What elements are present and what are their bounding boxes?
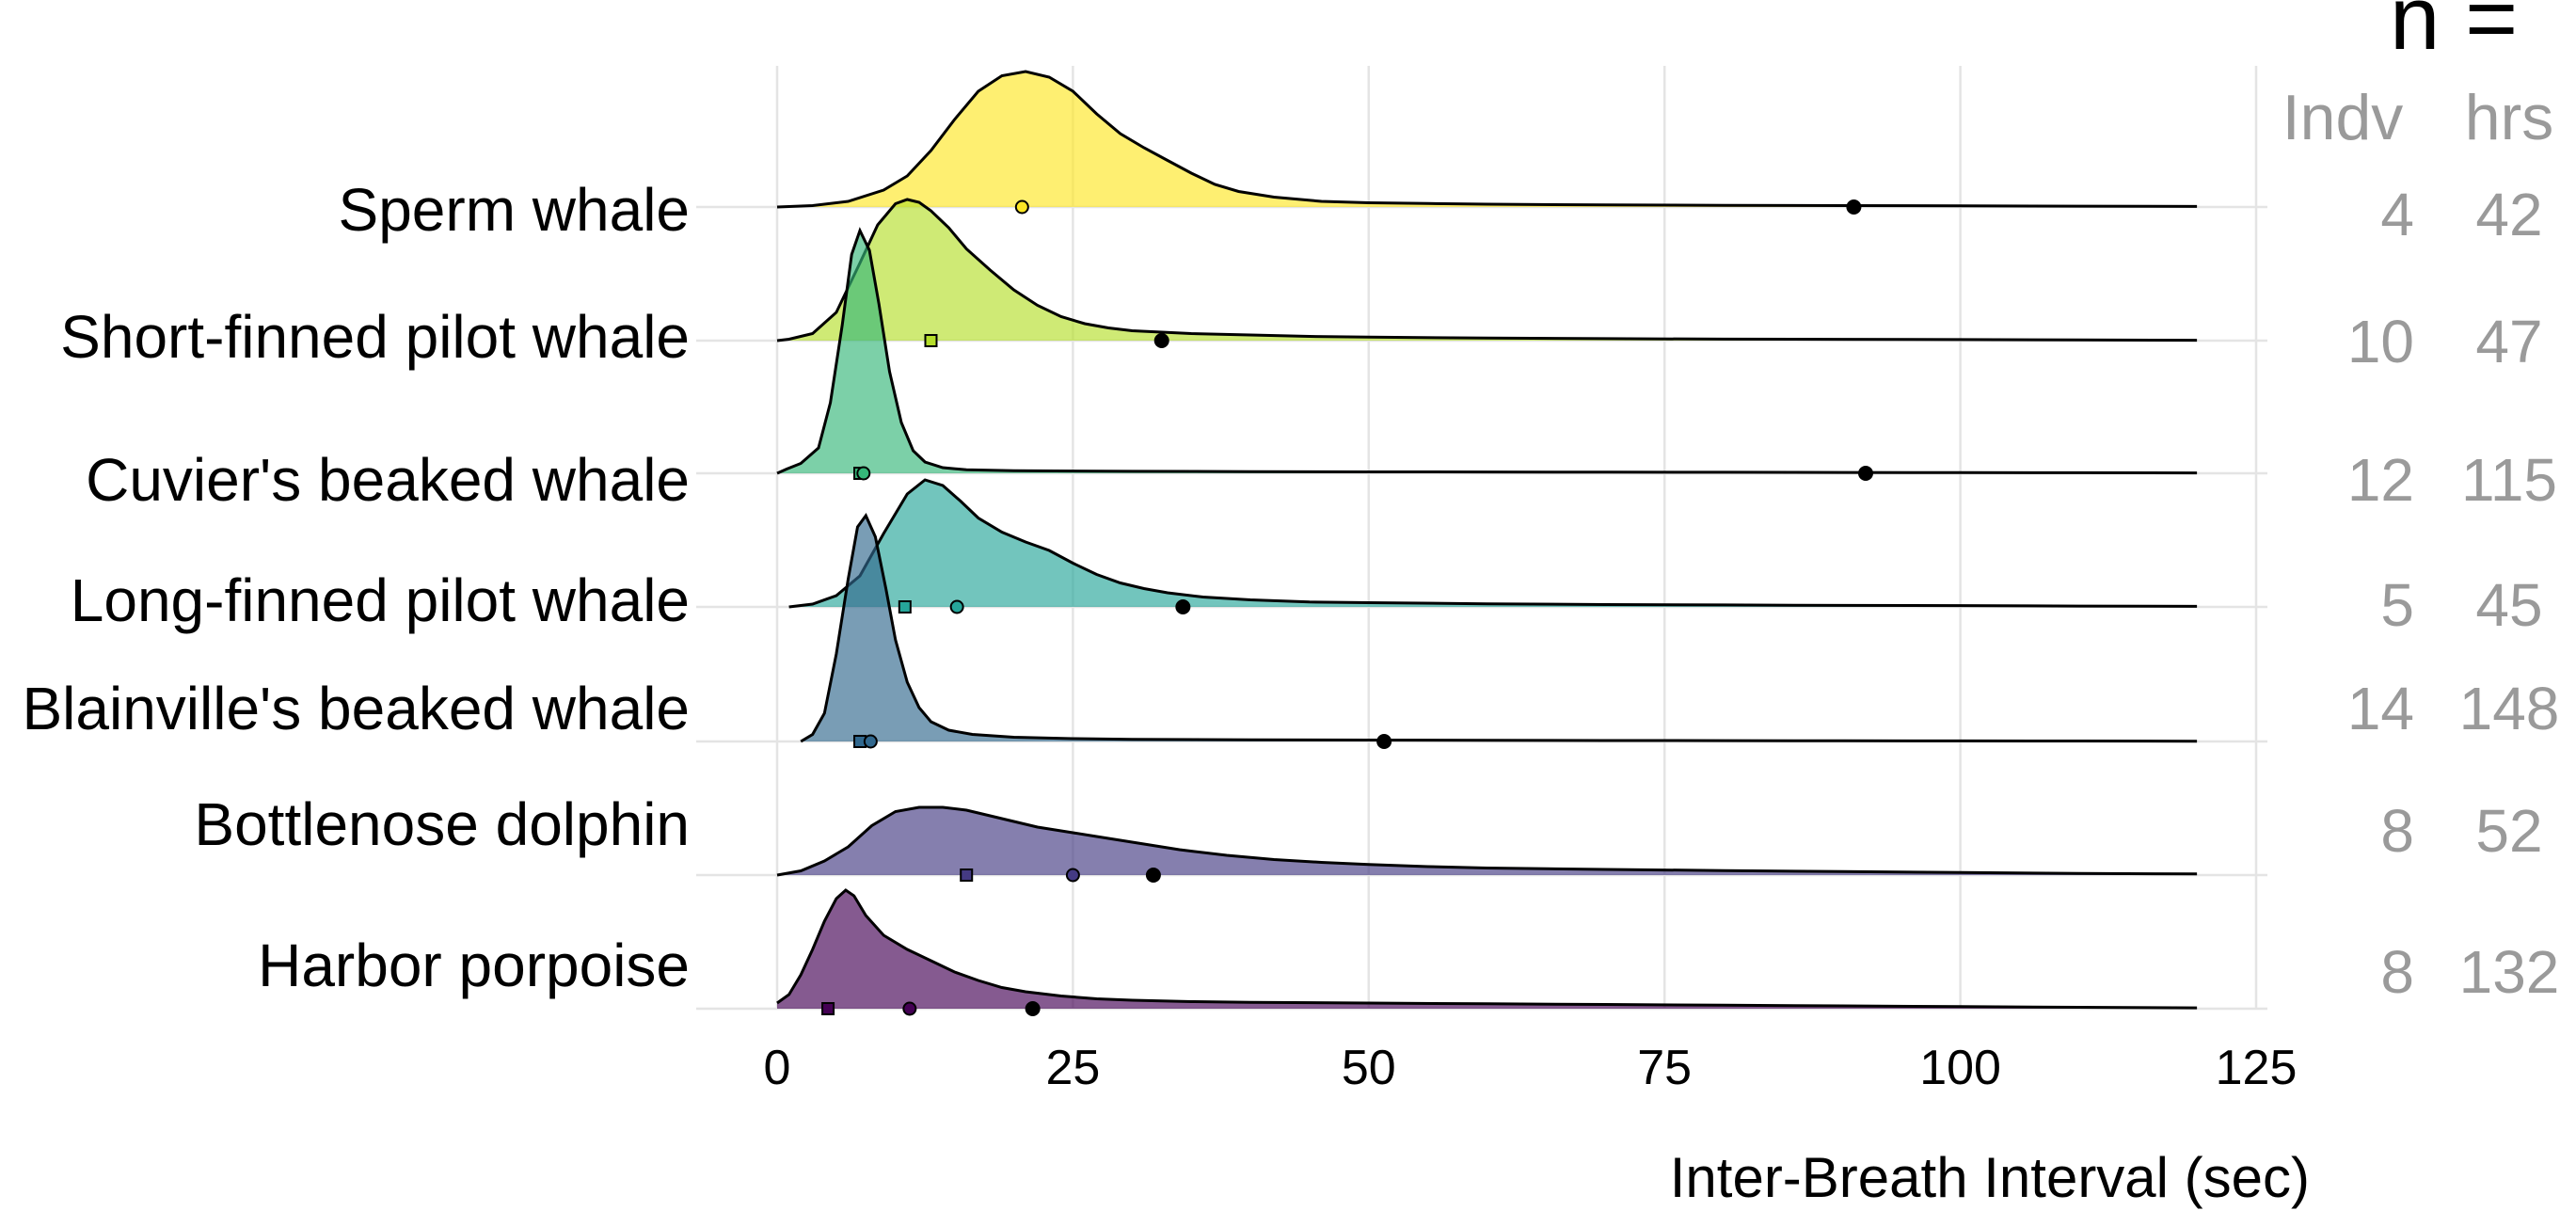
filled-circle-marker <box>1846 199 1862 215</box>
density-outline <box>800 513 2198 743</box>
ridge-1 <box>776 198 2198 348</box>
hours-count: 52 <box>2475 797 2542 865</box>
species-label: Blainville's beaked whale <box>22 675 690 742</box>
x-tick-label: 0 <box>764 1041 791 1095</box>
sample-size-table: 4 42 10 47 12 115 5 45 14 148 8 52 8 132 <box>2347 181 2560 1006</box>
species-label: Short-finned pilot whale <box>60 303 690 371</box>
ridge-2 <box>776 227 2198 481</box>
x-axis-title: Inter-Breath Interval (sec) <box>1670 1146 2310 1209</box>
filled-circle-marker <box>1153 333 1169 348</box>
density-fill <box>777 807 2198 875</box>
species-label: Sperm whale <box>339 176 691 244</box>
open-circle-marker <box>863 734 878 749</box>
open-circle-marker <box>949 599 964 614</box>
indv-count: 10 <box>2347 308 2414 375</box>
indv-count: 14 <box>2347 675 2414 742</box>
indv-count: 5 <box>2380 571 2414 639</box>
filled-circle-marker <box>1376 734 1392 749</box>
indv-column-header: Indv <box>2282 82 2404 153</box>
hours-count: 42 <box>2475 181 2542 248</box>
median-square-marker <box>898 600 912 613</box>
density-fill <box>777 890 2198 1009</box>
density-fill <box>777 199 2198 341</box>
density-fill <box>777 231 2198 473</box>
open-circle-marker <box>902 1001 917 1016</box>
species-label: Long-finned pilot whale <box>71 566 690 634</box>
ridge-5 <box>776 805 2198 883</box>
indv-count: 12 <box>2347 446 2414 514</box>
indv-count: 8 <box>2380 797 2414 865</box>
ridge-0 <box>776 70 2198 215</box>
hours-count: 115 <box>2461 446 2557 514</box>
x-tick-label: 100 <box>1919 1041 2001 1095</box>
indv-count: 8 <box>2380 938 2414 1006</box>
filled-circle-marker <box>1175 599 1191 614</box>
ridge-4 <box>800 513 2198 749</box>
filled-circle-marker <box>1025 1001 1041 1016</box>
open-circle-marker <box>856 466 871 481</box>
density-outline <box>776 805 2198 877</box>
x-axis-ticks: 0 25 50 75 100 125 <box>764 1041 2298 1095</box>
density-outline <box>788 478 2198 609</box>
x-tick-label: 25 <box>1045 1041 1100 1095</box>
density-outline <box>776 227 2198 475</box>
sample-size-title: n = <box>2390 0 2518 69</box>
density-outline <box>776 888 2198 1010</box>
filled-circle-marker <box>1145 868 1161 883</box>
x-tick-label: 125 <box>2216 1041 2298 1095</box>
density-outline <box>776 198 2198 343</box>
median-square-marker <box>960 868 974 882</box>
ridge-3 <box>788 478 2198 614</box>
hours-count: 47 <box>2475 308 2542 375</box>
species-label: Harbor porpoise <box>258 932 690 999</box>
species-label: Cuvier's beaked whale <box>86 446 690 514</box>
open-circle-marker <box>1014 199 1029 215</box>
species-label: Bottlenose dolphin <box>194 790 690 858</box>
hrs-column-header: hrs <box>2465 82 2553 153</box>
ridge-6 <box>776 888 2198 1016</box>
x-tick-label: 50 <box>1342 1041 1396 1095</box>
density-ridges <box>776 70 2198 1016</box>
hours-count: 45 <box>2475 571 2542 639</box>
hours-count: 148 <box>2459 675 2560 742</box>
category-labels: Sperm whale Short-finned pilot whale Cuvie… <box>22 176 690 999</box>
indv-count: 4 <box>2380 181 2414 248</box>
median-square-marker <box>924 334 938 347</box>
hours-count: 132 <box>2459 938 2560 1006</box>
density-outline <box>776 70 2198 209</box>
filled-circle-marker <box>1857 466 1873 481</box>
open-circle-marker <box>1065 868 1080 883</box>
median-square-marker <box>821 1002 835 1015</box>
x-tick-label: 75 <box>1637 1041 1692 1095</box>
density-fill <box>777 72 2198 207</box>
density-fill <box>788 480 2198 607</box>
